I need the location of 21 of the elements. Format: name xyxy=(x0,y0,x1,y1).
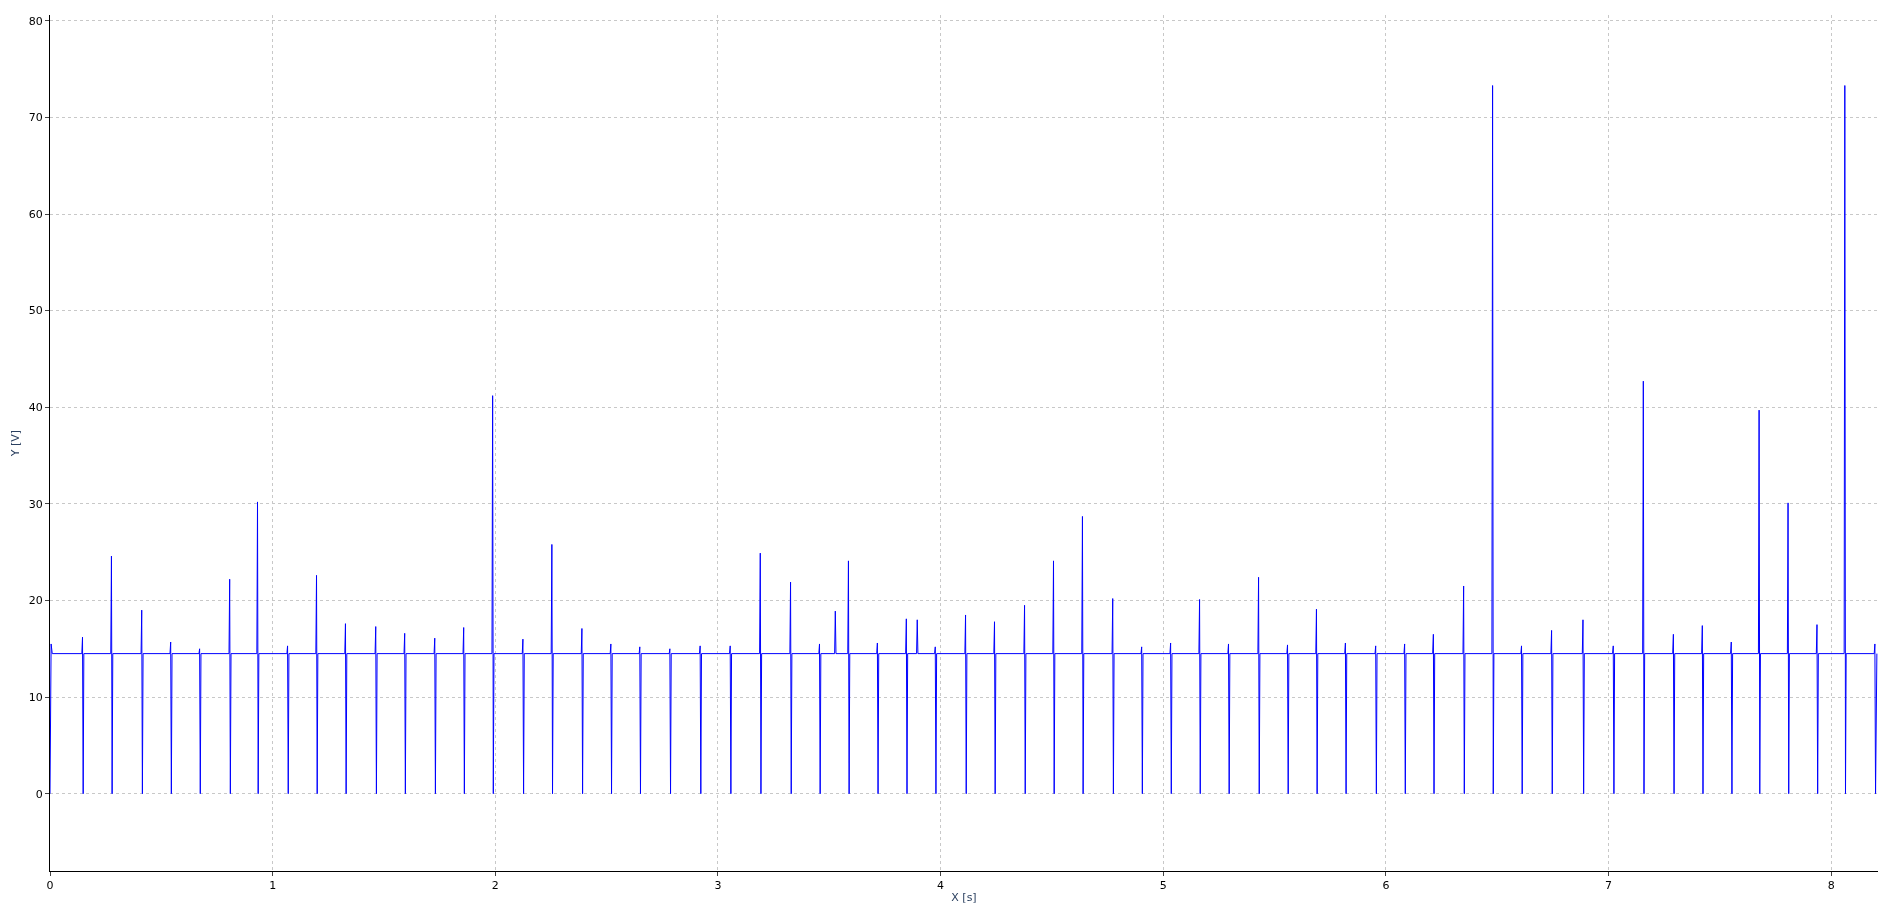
y-tick-label: 40 xyxy=(28,401,43,415)
x-tick-label: 5 xyxy=(1159,879,1167,893)
y-tick-label: 10 xyxy=(28,690,43,704)
x-axis-title: X [s] xyxy=(951,891,977,905)
y-tick-label: 70 xyxy=(28,111,43,125)
y-tick-label: 30 xyxy=(28,497,43,511)
x-tick-label: 6 xyxy=(1382,879,1390,893)
x-tick-label: 0 xyxy=(46,879,54,893)
y-tick-label: 0 xyxy=(35,787,43,801)
x-tick-label: 8 xyxy=(1827,879,1835,893)
x-tick-label: 3 xyxy=(714,879,722,893)
x-tick-label: 7 xyxy=(1605,879,1613,893)
x-tick-label: 1 xyxy=(269,879,277,893)
x-tick-label: 4 xyxy=(937,879,945,893)
line-series xyxy=(50,85,1878,795)
y-tick-label: 50 xyxy=(28,304,43,318)
y-tick-label: 80 xyxy=(28,14,43,28)
y-axis-title: Y [V] xyxy=(9,429,23,458)
y-tick-label: 20 xyxy=(28,594,43,608)
y-tick-label: 60 xyxy=(28,207,43,221)
x-tick-label: 2 xyxy=(491,879,499,893)
